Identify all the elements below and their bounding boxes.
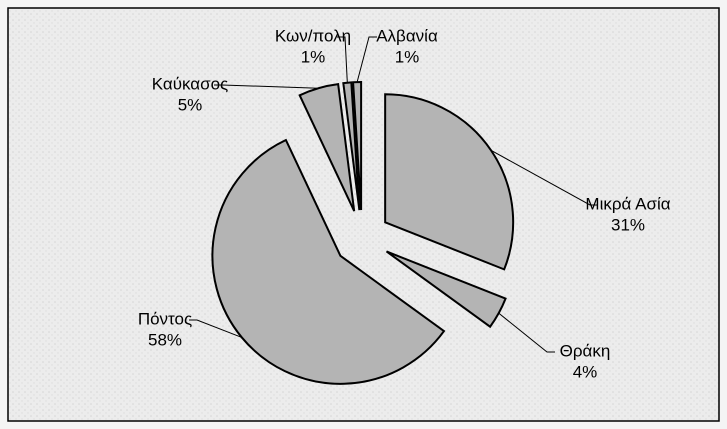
pie-slice	[384, 93, 515, 271]
slice-label: Καύκασος	[152, 74, 229, 93]
slice-value: 4%	[573, 362, 598, 381]
slice-label: Πόντος	[138, 309, 192, 328]
slice-value: 1%	[395, 47, 420, 66]
leader-line	[498, 312, 555, 353]
leader-line	[337, 36, 348, 83]
slice-label: Κων/πολη	[275, 26, 351, 45]
slice-value: 5%	[178, 95, 203, 114]
pie-slice	[298, 83, 356, 212]
slice-value: 58%	[148, 330, 182, 349]
slice-label: Αλβανία	[376, 26, 438, 45]
leader-line	[189, 319, 242, 338]
leader-line	[214, 84, 319, 89]
slice-label: Θράκη	[560, 341, 611, 360]
leader-line	[356, 36, 377, 83]
slice-value: 1%	[301, 47, 326, 66]
slice-value: 31%	[611, 215, 645, 234]
pie-slice	[211, 138, 446, 385]
leader-line	[490, 149, 598, 206]
slice-label: Μικρά Ασία	[585, 194, 670, 213]
